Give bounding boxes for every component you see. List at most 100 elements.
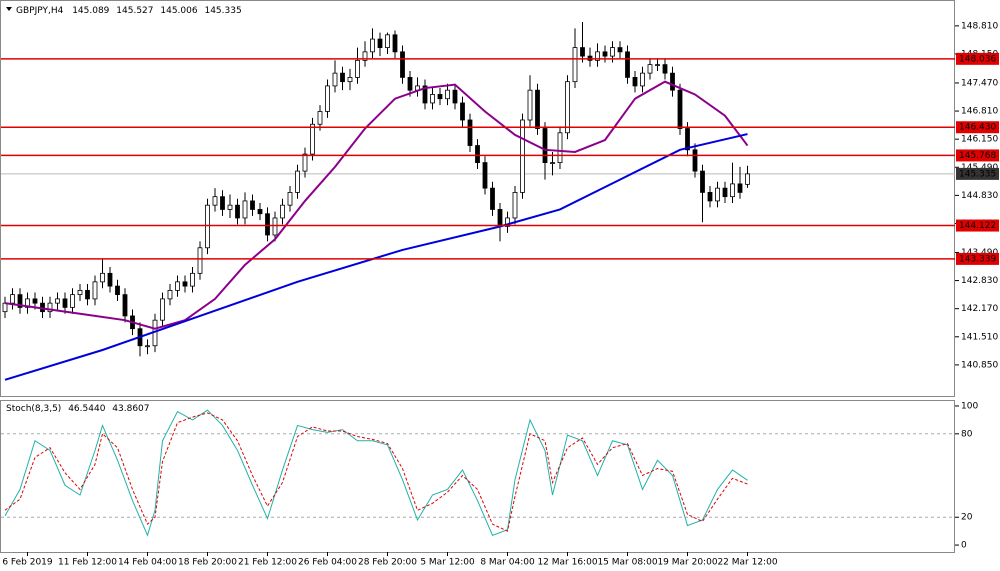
candle-body [437, 94, 443, 100]
candle-body [257, 209, 263, 215]
candle-body [182, 281, 188, 287]
stoch-tick-label: 100 [961, 401, 978, 411]
candle-body [17, 294, 23, 308]
candle-body [100, 272, 105, 283]
close-value: 145.335 [204, 6, 241, 16]
x-tick-label: 5 Mar 12:00 [420, 558, 475, 568]
level-label: 148.036 [959, 54, 996, 64]
candle-body [70, 294, 75, 308]
candle-body [107, 272, 113, 287]
x-tick-label: 8 Mar 04:00 [480, 558, 535, 568]
stoch-tick-label: 20 [961, 513, 973, 523]
candle-body [115, 285, 120, 296]
current-price-label: 145.335 [959, 169, 996, 179]
candle-body [242, 200, 248, 219]
candle-body [602, 51, 608, 57]
header-icon [6, 7, 12, 11]
y-tick-label: 142.830 [961, 276, 998, 286]
candle-body [280, 204, 285, 219]
y-tick-label: 146.150 [961, 135, 998, 145]
candle-body [47, 302, 53, 313]
candle-body [737, 183, 743, 193]
stoch-tick-label: 80 [961, 429, 973, 439]
candle-body [145, 345, 150, 348]
candle-body [167, 289, 173, 300]
candle-body [175, 281, 180, 291]
candle-body [325, 85, 330, 112]
level-label: 145.768 [959, 151, 996, 161]
candle-body [715, 187, 720, 202]
candle-body [700, 170, 705, 193]
stoch-title: Stoch(8,3,5) [6, 404, 61, 414]
candle-body [77, 289, 83, 296]
candle-body [302, 153, 308, 172]
candle-body [235, 204, 240, 219]
low-value: 145.006 [160, 6, 197, 16]
candle-body [722, 187, 728, 198]
candle-body [317, 111, 323, 125]
y-tick-label: 147.470 [961, 78, 998, 88]
candle-body [745, 173, 750, 185]
candle-body [205, 204, 210, 249]
candle-body [160, 298, 165, 321]
level-label-box [956, 52, 999, 65]
candle-body [55, 298, 60, 304]
candle-body [677, 89, 683, 129]
y-tick-label: 140.850 [961, 360, 998, 370]
candle-body [490, 187, 495, 210]
candle-body [662, 64, 668, 74]
candle-body [332, 72, 338, 87]
chart-header: GBPJPY,H4 145.089 145.527 145.006 145.33… [16, 6, 242, 16]
level-label-box [956, 121, 999, 134]
x-tick-label: 21 Feb 12:00 [238, 558, 297, 568]
candle-body [670, 72, 675, 91]
candle-body [572, 47, 578, 83]
x-tick-label: 14 Feb 04:00 [118, 558, 177, 568]
candle-body [497, 209, 503, 227]
candle-body [557, 132, 563, 163]
x-tick-label: 19 Mar 20:00 [657, 558, 717, 568]
candle-body [355, 59, 360, 78]
x-tick-label: 22 Mar 12:00 [717, 558, 777, 568]
x-tick-label: 26 Feb 04:00 [298, 558, 357, 568]
y-tick-label: 142.170 [961, 304, 998, 314]
level-label-box [956, 219, 999, 232]
stoch-main [4, 409, 748, 537]
x-tick-label: 15 Mar 08:00 [597, 558, 657, 568]
candle-body [2, 302, 8, 313]
candle-body [535, 89, 540, 129]
candle-body [730, 183, 735, 198]
level-label: 144.122 [959, 221, 996, 231]
candle-body [32, 298, 38, 304]
stoch-signal [4, 412, 748, 532]
y-tick-label: 146.810 [961, 107, 998, 117]
candle-body [422, 85, 428, 104]
candle-body [482, 162, 488, 189]
candle-body [400, 51, 405, 78]
candle-body [272, 217, 278, 236]
y-tick-label: 144.830 [961, 191, 998, 201]
candle-body [190, 272, 195, 287]
candle-body [520, 119, 525, 193]
open-value: 145.089 [72, 6, 109, 16]
level-label: 143.339 [959, 254, 996, 264]
candle-body [362, 51, 368, 61]
candle-body [197, 247, 203, 274]
candle-body [287, 192, 293, 206]
candle-body [377, 38, 383, 48]
candle-body [385, 34, 390, 48]
moving-average [4, 133, 748, 381]
candle-body [62, 298, 68, 308]
candle-body [707, 192, 713, 202]
candle-body [647, 64, 653, 74]
candle-body [92, 281, 98, 300]
candle-body [475, 145, 480, 163]
candle-body [122, 294, 128, 317]
moving-average [4, 80, 749, 330]
candle-body [227, 204, 233, 210]
candle-body [685, 128, 690, 151]
candle-body [250, 200, 255, 210]
candle-body [460, 102, 465, 121]
x-tick-label: 28 Feb 20:00 [358, 558, 417, 568]
stoch-header: Stoch(8,3,5) 46.5440 43.8607 [6, 404, 150, 414]
